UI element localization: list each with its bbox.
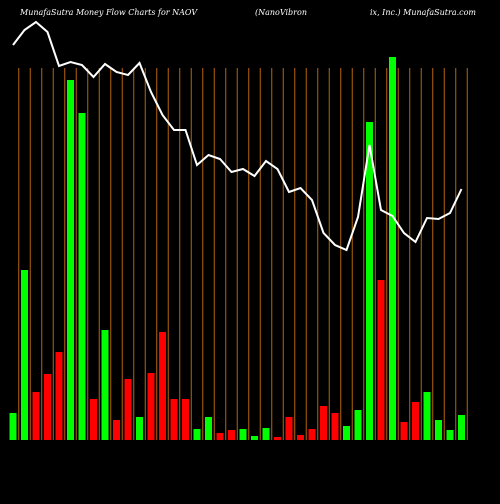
bar — [297, 435, 304, 440]
bar — [124, 379, 132, 440]
bar — [67, 80, 74, 440]
bar — [44, 374, 51, 440]
bar — [147, 373, 155, 440]
bar — [400, 422, 408, 440]
bar — [435, 420, 442, 440]
bar — [251, 436, 258, 440]
bar — [205, 417, 212, 440]
bar — [182, 399, 189, 440]
bar — [170, 399, 178, 440]
bar — [285, 417, 293, 440]
bar — [216, 433, 224, 440]
bar — [78, 113, 86, 440]
bar — [412, 402, 419, 440]
bar — [21, 270, 28, 440]
bar — [239, 429, 247, 440]
bar — [262, 428, 270, 440]
bar — [193, 429, 201, 440]
bar — [55, 352, 63, 440]
bar — [228, 430, 235, 440]
chart-subtitle: ix, Inc.) MunafaSutra.com — [370, 8, 476, 17]
bar — [377, 280, 385, 440]
bar — [308, 429, 316, 440]
bar — [343, 426, 350, 440]
bar — [389, 57, 396, 440]
bar — [32, 392, 40, 440]
bar — [101, 330, 109, 440]
bar — [320, 406, 327, 440]
bar — [446, 430, 454, 440]
chart-subtitle: (NanoVibron — [255, 8, 307, 17]
chart-title: MunafaSutra Money Flow Charts for NAOV — [19, 8, 198, 17]
bar — [136, 417, 143, 440]
bar — [274, 437, 281, 440]
bar — [90, 399, 97, 440]
bar — [9, 413, 17, 440]
bar — [423, 392, 431, 440]
bar — [331, 413, 339, 440]
money-flow-line — [12, 20, 463, 252]
bar — [354, 410, 362, 440]
bar — [458, 415, 465, 440]
bar — [113, 420, 120, 440]
bar — [159, 332, 166, 440]
bar — [366, 122, 373, 440]
